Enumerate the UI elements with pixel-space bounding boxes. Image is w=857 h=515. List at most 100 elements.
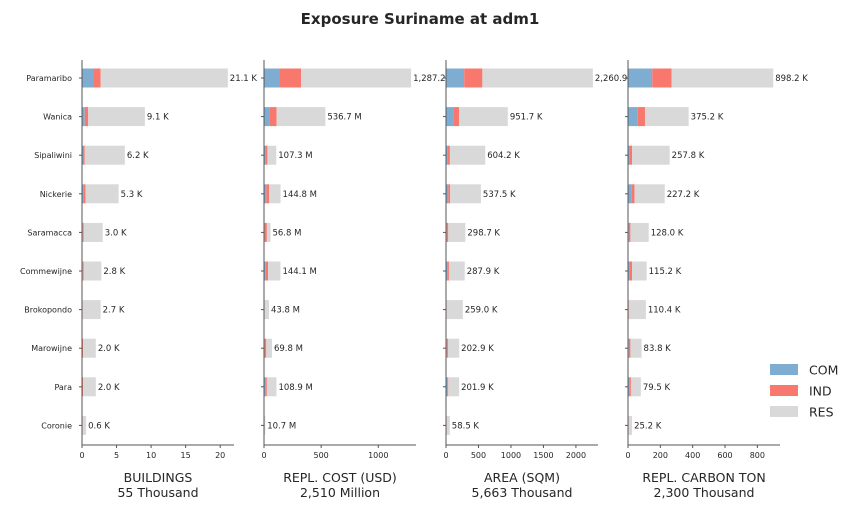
bar-ind-saramacca [629,223,631,242]
data-label: 56.8 M [272,228,301,238]
x-tick-label: 1000 [368,451,388,460]
category-label: Brokopondo [24,306,72,315]
data-label: 0.6 K [88,421,110,431]
bar-res-marowijne [266,339,272,358]
bar-ind-paramaribo [93,69,101,88]
bar-res-marowijne [83,339,96,358]
x-tick-label: 800 [750,451,765,460]
bar-com-wanica [264,107,269,126]
category-label: Saramacca [27,228,72,237]
bar-ind-wanica [638,107,645,126]
bar-res-paramaribo [672,69,774,88]
bar-res-paramaribo [101,69,228,88]
x-tick-label: 200 [653,451,668,460]
bar-res-paramaribo [301,69,411,88]
bar-res-coronie [83,416,86,435]
bar-res-sipaliwini [450,146,485,165]
data-label: 604.2 K [487,151,520,161]
bar-res-marowijne [630,339,641,358]
bar-ind-wanica [453,107,459,126]
legend-label-com: COM [809,363,838,378]
bar-res-saramacca [448,223,465,242]
category-label: Nickerie [40,190,72,199]
x-tick-label: 0 [261,451,266,460]
x-tick-label: 500 [471,451,486,460]
data-label: 375.2 K [691,113,724,123]
bar-ind-para [630,377,631,396]
data-label: 144.8 M [283,190,317,200]
bar-ind-wanica [85,107,88,126]
bar-res-brokopondo [83,300,101,319]
bar-ind-marowijne [629,339,631,358]
data-label: 259.0 K [465,306,498,316]
bar-ind-commewijne [266,262,268,281]
bar-res-nickerie [450,184,481,203]
x-axis-subtitle: 2,510 Million [300,485,380,500]
data-label: 537.5 K [483,190,516,200]
panel-1: 21.1 K9.1 K6.2 K5.3 K3.0 K2.8 K2.7 K2.0 … [20,60,257,500]
data-label: 202.9 K [461,344,494,354]
bar-res-paramaribo [482,69,592,88]
bar-res-wanica [645,107,689,126]
data-label: 227.2 K [667,190,700,200]
bar-ind-commewijne [83,262,84,281]
bar-ind-paramaribo [652,69,671,88]
data-label: 951.7 K [510,113,543,123]
bar-com-paramaribo [82,69,93,88]
data-label: 9.1 K [147,113,169,123]
category-label: Wanica [43,113,72,122]
x-axis-label: REPL. CARBON TON [642,470,765,485]
x-tick-label: 1000 [501,451,521,460]
bar-res-commewijne [632,262,647,281]
bar-com-paramaribo [628,69,652,88]
x-tick-label: 500 [314,451,329,460]
bar-res-saramacca [630,223,648,242]
data-label: 201.9 K [461,383,494,393]
data-label: 287.9 K [467,267,500,277]
bar-ind-paramaribo [280,69,301,88]
bar-res-nickerie [269,184,280,203]
data-label: 144.1 M [282,267,316,277]
data-label: 69.8 M [274,344,303,354]
x-tick-label: 600 [717,451,732,460]
bar-ind-marowijne [447,339,448,358]
data-label: 25.2 K [634,421,662,431]
data-label: 257.8 K [672,151,705,161]
bar-res-wanica [459,107,508,126]
bar-res-coronie [447,416,450,435]
bar-ind-sipaliwini [265,146,267,165]
bar-ind-wanica [269,107,276,126]
category-label: Coronie [41,421,72,430]
x-tick-label: 10 [146,451,156,460]
data-label: 107.3 M [278,151,312,161]
bar-res-brokopondo [447,300,463,319]
bar-res-para [83,377,96,396]
bar-res-sipaliwini [632,146,670,165]
chart-title: Exposure Suriname at adm1 [301,10,540,28]
x-tick-label: 5 [114,451,119,460]
bar-res-nickerie [85,184,118,203]
bar-res-coronie [629,416,632,435]
x-axis-label: BUILDINGS [124,470,193,485]
bar-ind-sipaliwini [83,146,85,165]
data-label: 43.8 M [271,306,300,316]
bar-ind-marowijne [265,339,267,358]
bar-res-sipaliwini [85,146,125,165]
x-tick-label: 400 [685,451,700,460]
bar-com-wanica [628,107,638,126]
data-label: 6.2 K [127,151,149,161]
x-tick-label: 0 [625,451,630,460]
data-label: 128.0 K [651,228,684,238]
bar-ind-nickerie [83,184,85,203]
data-label: 298.7 K [467,228,500,238]
data-label: 3.0 K [105,228,127,238]
category-label: Paramaribo [26,74,72,83]
bar-res-sipaliwini [267,146,276,165]
bar-res-brokopondo [629,300,646,319]
bar-res-brokopondo [265,300,269,319]
